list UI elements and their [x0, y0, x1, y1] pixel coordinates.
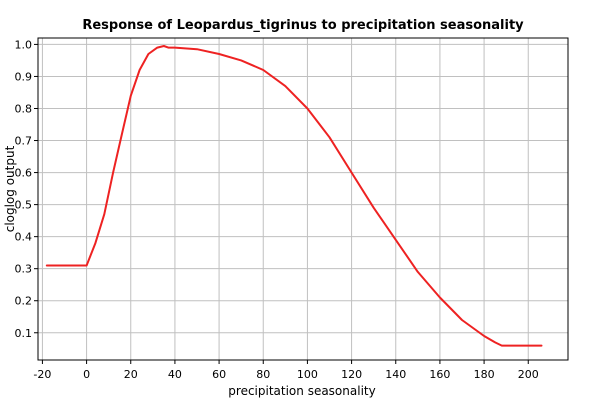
plot-area-frame	[37, 37, 569, 361]
x-tick-label: 140	[385, 368, 406, 381]
x-axis-label: precipitation seasonality	[228, 384, 375, 398]
y-tick-label: 0.6	[15, 167, 33, 180]
y-tick-label: 0.3	[15, 263, 33, 276]
response-curve-line	[45, 45, 543, 347]
y-tick-label: 0.7	[15, 135, 33, 148]
series-layer	[45, 45, 543, 347]
y-tick-label: 0.4	[15, 231, 33, 244]
x-tick-label: 60	[212, 368, 226, 381]
x-tick-label: 160	[429, 368, 450, 381]
y-tick-label: 0.5	[15, 199, 33, 212]
x-tick-label: 40	[168, 368, 182, 381]
x-tick-label: 100	[297, 368, 318, 381]
x-tick-label: 80	[256, 368, 270, 381]
y-axis-label: cloglog output	[3, 145, 17, 232]
axis-ticks: -20 0 20 40 60 80 100 120 140 160 180 200 0.1 0.2 0.3 0…	[15, 38, 539, 381]
x-tick-label: 180	[474, 368, 495, 381]
x-tick-label: 0	[83, 368, 90, 381]
chart-title: Response of Leopardus_tigrinus to precip…	[82, 18, 524, 33]
y-tick-label: 0.2	[15, 295, 33, 308]
x-tick-label: 120	[341, 368, 362, 381]
y-tick-label: 0.8	[15, 102, 33, 115]
x-tick-label: 200	[518, 368, 539, 381]
x-tick-label: 20	[124, 368, 138, 381]
y-tick-label: 0.1	[15, 327, 33, 340]
y-tick-label: 1.0	[15, 38, 33, 51]
x-tick-label: -20	[33, 368, 51, 381]
y-tick-label: 0.9	[15, 70, 33, 83]
